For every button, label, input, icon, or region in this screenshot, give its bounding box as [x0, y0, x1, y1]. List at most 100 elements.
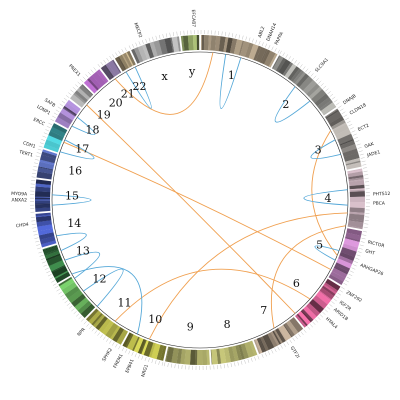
band: [69, 94, 85, 108]
scale-tick: [138, 41, 141, 46]
link: [86, 104, 296, 314]
scale-tick: [274, 348, 277, 352]
scale-tick: [42, 261, 46, 264]
scale-tick: [145, 38, 147, 43]
scale-tick: [362, 164, 367, 166]
scale-tick: [65, 95, 70, 98]
band: [110, 325, 121, 340]
scale-tick: [227, 363, 229, 368]
band: [223, 37, 229, 53]
band: [349, 191, 365, 198]
band: [156, 344, 164, 361]
band: [287, 66, 300, 81]
band: [275, 328, 286, 343]
scale-tick: [242, 35, 244, 40]
band: [42, 149, 58, 155]
band: [42, 245, 58, 252]
band: [35, 214, 51, 218]
chromosome-label: 22: [133, 80, 147, 93]
scale-tick: [103, 59, 106, 64]
band: [55, 271, 71, 283]
band: [38, 161, 55, 170]
scale-tick: [294, 60, 297, 64]
scale-tick: [51, 280, 55, 283]
band: [219, 348, 227, 364]
scale-tick: [37, 247, 42, 250]
band: [171, 347, 179, 364]
band: [272, 330, 282, 345]
band: [349, 201, 365, 209]
band: [98, 318, 112, 333]
band: [91, 312, 103, 326]
band: [238, 40, 245, 56]
scale-tick: [161, 361, 164, 366]
band: [88, 75, 102, 90]
band: [63, 105, 77, 116]
scale-tick: [34, 162, 39, 164]
scale-tick: [362, 167, 367, 169]
band: [137, 45, 148, 62]
scale-tick: [115, 52, 118, 57]
gene-label: MYO9A: [11, 191, 28, 198]
band: [142, 44, 151, 60]
scale-tick: [89, 325, 92, 330]
scale-tick: [331, 96, 336, 100]
scale-tick: [271, 46, 274, 51]
band: [345, 157, 361, 165]
scale-tick: [339, 108, 344, 111]
band: [92, 314, 105, 327]
scale-tick: [125, 349, 128, 353]
band: [123, 52, 133, 68]
band: [44, 250, 60, 259]
band: [255, 46, 267, 63]
band: [51, 265, 68, 278]
band: [196, 349, 203, 365]
band: [348, 213, 365, 221]
band: [308, 86, 323, 100]
scale-tick: [255, 39, 258, 44]
band: [64, 285, 80, 299]
gene-label: FREM1: [112, 353, 124, 369]
scale-tick: [235, 33, 237, 38]
scale-tick: [325, 88, 329, 92]
scale-tick: [352, 133, 357, 136]
band: [348, 177, 364, 182]
scale-tick: [268, 351, 271, 356]
scale-tick: [141, 355, 144, 360]
band: [324, 108, 339, 118]
link: [310, 139, 341, 160]
scale-tick: [345, 280, 349, 283]
band: [35, 198, 51, 201]
scale-tick: [254, 356, 256, 361]
scale-tick: [318, 80, 322, 84]
band: [41, 240, 57, 248]
band: [176, 348, 183, 364]
scale-tick: [338, 105, 342, 109]
band: [39, 236, 56, 245]
band: [35, 200, 51, 204]
band: [306, 83, 320, 97]
band: [131, 48, 141, 64]
scale-tick: [135, 42, 138, 47]
band: [200, 35, 203, 51]
scale-tick: [167, 362, 169, 367]
band: [81, 84, 94, 96]
band: [253, 45, 262, 61]
scale-tick: [364, 174, 369, 176]
scale-tick: [57, 106, 62, 110]
band: [346, 162, 362, 170]
band: [275, 57, 287, 73]
scale-tick: [358, 150, 363, 152]
scale-tick: [91, 328, 95, 332]
scale-tick: [106, 57, 109, 62]
band: [337, 133, 354, 144]
scale-tick: [258, 40, 261, 45]
band: [38, 232, 55, 240]
scale-tick: [361, 160, 366, 163]
band: [126, 51, 136, 66]
chromosome-label: 16: [68, 165, 82, 178]
band: [296, 73, 310, 88]
band: [164, 37, 174, 54]
scale-tick: [271, 349, 274, 354]
scale-tick: [280, 345, 283, 349]
